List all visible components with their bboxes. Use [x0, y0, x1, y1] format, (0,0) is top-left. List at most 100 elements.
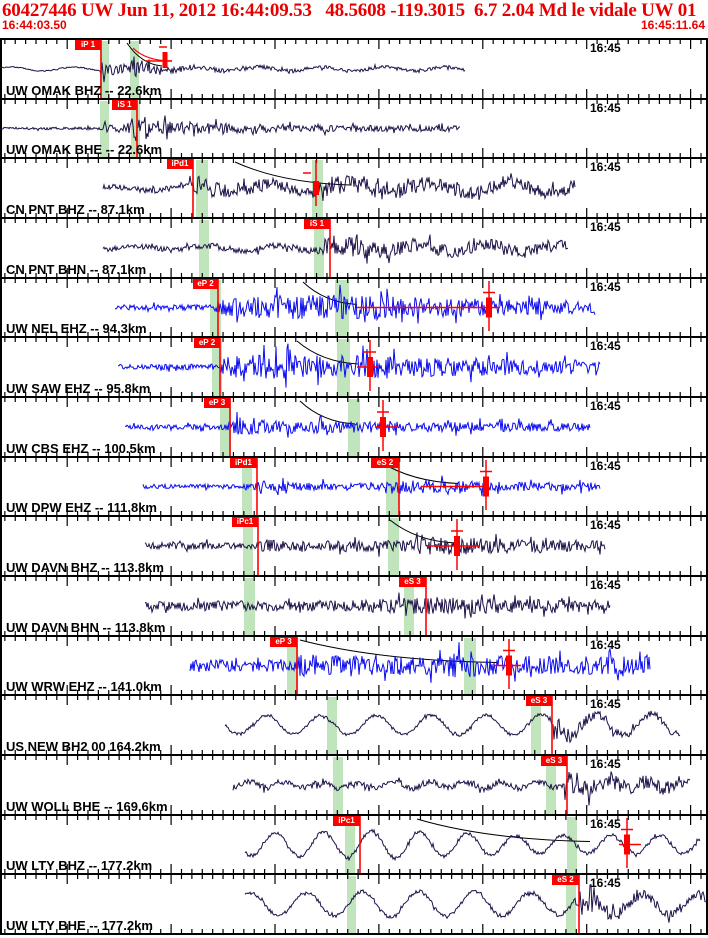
panel-axis-line — [0, 635, 708, 637]
time-label: 16:45 — [590, 518, 621, 532]
arrival-window-band — [212, 339, 222, 396]
waveform-trace[interactable] — [232, 771, 691, 806]
decay-curve — [302, 281, 358, 305]
window-end-time: 16:45:11.64 — [640, 18, 705, 32]
coda-marker[interactable] — [506, 655, 512, 676]
station-label: UW WOLL BHE -- 169.6km — [6, 799, 168, 814]
arrival-window-band — [531, 697, 541, 754]
station-label: UW CBS EHZ -- 100.5km — [6, 441, 156, 456]
coda-marker[interactable] — [483, 476, 489, 497]
station-label: UW LTY BHE -- 177.2km — [6, 918, 153, 933]
time-label: 16:45 — [590, 101, 621, 115]
pick-flag[interactable]: iS 1 — [112, 100, 137, 110]
panel-axis-line — [0, 277, 708, 279]
pick-flag[interactable]: iS 1 — [304, 219, 330, 229]
station-label: CN PNT BHN -- 87.1km — [6, 262, 147, 277]
waveform-trace[interactable] — [124, 411, 591, 438]
time-label: 16:45 — [590, 41, 621, 55]
coda-marker[interactable] — [624, 834, 630, 855]
waveform-trace[interactable] — [0, 56, 466, 83]
pick-flag[interactable]: iPc1 — [232, 517, 258, 527]
window-start-time: 16:44:03.50 — [2, 18, 67, 32]
panel-axis-line — [0, 515, 708, 517]
panel-axis-line — [0, 336, 708, 338]
pick-flag[interactable]: iP 1 — [75, 40, 101, 50]
pick-flag[interactable]: eP 3 — [270, 637, 297, 647]
pick-flag[interactable]: eS 3 — [541, 756, 567, 766]
panel-axis-line — [0, 754, 708, 756]
pick-flag[interactable]: iPd1 — [167, 159, 193, 169]
arrival-window-band — [210, 280, 221, 336]
pick-flag[interactable]: eS 2 — [371, 458, 399, 468]
arrival-window-band — [131, 101, 140, 157]
arrival-window-band — [348, 399, 360, 456]
arrival-window-band — [199, 220, 209, 277]
arrival-window-band — [314, 220, 324, 277]
time-label: 16:45 — [590, 160, 621, 174]
plot-left-border — [0, 39, 2, 934]
time-label: 16:45 — [590, 876, 621, 890]
panel-axis-line — [0, 456, 708, 458]
coda-marker[interactable] — [380, 417, 386, 437]
event-header: 60427446 UW Jun 11, 2012 16:44:09.53 48.… — [2, 0, 708, 21]
arrival-window-band — [327, 697, 337, 754]
arrival-window-band — [347, 876, 356, 933]
time-label: 16:45 — [590, 339, 621, 353]
waveform-trace[interactable] — [102, 173, 576, 201]
station-label: UW SAW EHZ -- 95.8km — [6, 381, 151, 396]
pick-flag[interactable]: iPd1 — [230, 458, 257, 468]
station-label: CN PNT BHZ -- 87.1km — [6, 202, 145, 217]
time-label: 16:45 — [590, 817, 621, 831]
arrival-window-band — [567, 817, 577, 873]
panel-axis-line — [0, 396, 708, 398]
decay-curve — [299, 639, 498, 663]
waveform-trace[interactable] — [144, 532, 606, 557]
pick-flag[interactable]: eS 3 — [399, 577, 426, 587]
decay-curve — [126, 42, 163, 67]
waveform-trace[interactable] — [189, 642, 651, 683]
waveform-trace[interactable] — [114, 284, 596, 324]
arrival-window-band — [404, 578, 414, 635]
decay-curve — [299, 400, 356, 425]
waveform-trace[interactable] — [144, 592, 611, 619]
station-label: UW DAVN BHZ -- 113.8km — [6, 560, 164, 575]
pick-flag[interactable]: eS 3 — [526, 696, 552, 706]
panel-axis-line — [0, 157, 708, 159]
station-label: UW DPW EHZ -- 111.8km — [6, 500, 157, 515]
arrival-window-band — [100, 41, 109, 98]
time-label: 16:45 — [590, 399, 621, 413]
coda-marker[interactable] — [454, 536, 460, 556]
coda-marker[interactable] — [486, 297, 492, 318]
station-label: UW NEL EHZ -- 94.3km — [6, 321, 147, 336]
time-label: 16:45 — [590, 280, 621, 294]
waveform-trace[interactable] — [224, 710, 681, 744]
decay-curve — [416, 818, 591, 842]
pick-flag[interactable]: eS 2 — [552, 875, 579, 885]
arrival-window-band — [333, 757, 343, 814]
arrival-window-band — [337, 339, 350, 396]
station-label: UW OMAK BHZ -- 22.6km — [6, 83, 162, 98]
pick-flag[interactable]: eP 3 — [204, 398, 230, 408]
waveform-trace[interactable] — [0, 115, 461, 142]
pick-flag[interactable]: iPc1 — [333, 816, 360, 826]
time-label: 16:45 — [590, 697, 621, 711]
waveform-trace[interactable] — [244, 883, 707, 923]
panel-axis-line — [0, 38, 708, 40]
arrival-window-band — [345, 817, 355, 873]
station-label: UW DAVN BHN -- 113.8km — [6, 620, 166, 635]
time-label: 16:45 — [590, 638, 621, 652]
waveform-trace[interactable] — [142, 475, 601, 497]
time-label: 16:45 — [590, 220, 621, 234]
waveform-trace[interactable] — [118, 343, 601, 388]
coda-marker[interactable] — [367, 357, 373, 377]
coda-marker[interactable] — [313, 181, 319, 195]
pick-flag[interactable]: eP 2 — [194, 338, 220, 348]
decay-curve — [389, 519, 456, 544]
time-label: 16:45 — [590, 578, 621, 592]
pick-flag[interactable]: eP 2 — [193, 279, 218, 289]
waveform-trace[interactable] — [102, 234, 569, 264]
coda-marker[interactable] — [162, 52, 168, 68]
station-label: US NEW BH2 00 164.2km — [6, 739, 161, 754]
arrival-window-band — [100, 101, 109, 157]
